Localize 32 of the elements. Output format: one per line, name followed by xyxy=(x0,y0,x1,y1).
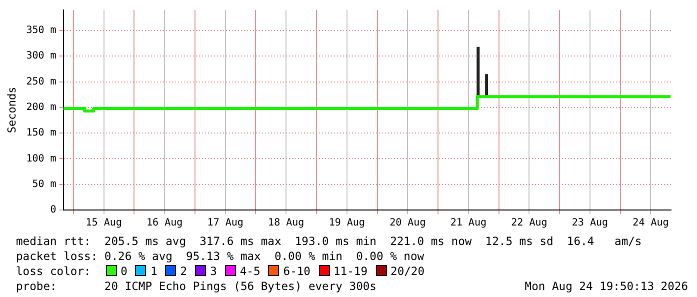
y-tick-label: 0 xyxy=(50,204,56,216)
y-tick-label: 200 m xyxy=(26,102,56,114)
text: 1 xyxy=(150,265,158,278)
x-tick-label: 20 Aug xyxy=(390,218,426,229)
y-tick-label: 150 m xyxy=(26,128,56,139)
text: packet loss: 0.26 % avg 95.13 % max 0.00 % min 0.00 % now xyxy=(16,250,424,263)
y-tick-label: 50 m xyxy=(32,178,56,190)
x-tick-label: 18 Aug xyxy=(268,218,304,229)
x-tick-label: 21 Aug xyxy=(450,218,486,229)
y-tick-label: 250 m xyxy=(26,76,56,88)
y-tick-label: 300 m xyxy=(26,50,56,62)
text: 0 xyxy=(120,265,128,278)
text: 2 xyxy=(180,265,188,278)
text: 4-5 xyxy=(240,265,260,278)
text: 3 xyxy=(210,265,217,278)
text: 11-19 xyxy=(334,265,368,278)
text: 6-10 xyxy=(283,265,310,278)
text: median rtt: 205.5 ms avg 317.6 ms max 193.0 ms min 221.0 ms now 12.5 ms sd 16.4 am/s xyxy=(16,235,642,248)
y-axis-title: Seconds xyxy=(5,86,18,134)
x-tick-label: 22 Aug xyxy=(511,218,548,229)
y-tick-label: 100 m xyxy=(26,153,56,164)
y-tick-label: 350 m xyxy=(26,25,56,36)
x-tick-label: 16 Aug xyxy=(146,218,183,229)
x-tick-label: 24 Aug xyxy=(632,218,669,229)
text: loss color: xyxy=(16,265,92,278)
x-tick-label: 15 Aug xyxy=(86,218,122,229)
x-tick-label: 19 Aug xyxy=(328,218,365,229)
text: probe: 20 ICMP Echo Pings (56 Bytes) every 300s xyxy=(16,280,376,293)
text: Mon Aug 24 19:50:13 2026 xyxy=(524,279,688,294)
text: 20/20 xyxy=(390,265,425,278)
x-tick-label: 17 Aug xyxy=(207,218,244,229)
x-tick-label: 23 Aug xyxy=(572,218,608,229)
